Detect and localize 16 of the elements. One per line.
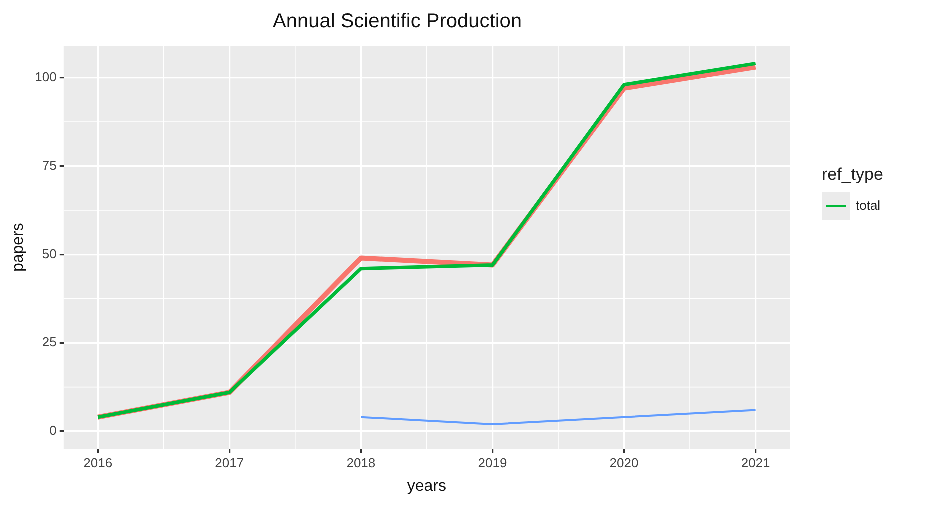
x-tick-label: 2021 — [741, 456, 770, 471]
y-tick-label: 50 — [42, 246, 57, 262]
x-tick-label: 2017 — [215, 456, 244, 471]
x-tick-label: 2020 — [610, 456, 639, 471]
x-axis-title: years — [407, 478, 447, 495]
y-tick-label: 0 — [50, 423, 57, 438]
y-tick-label: 25 — [42, 334, 57, 350]
legend-title: ref_type — [822, 165, 884, 185]
x-tick-label: 2018 — [346, 456, 376, 471]
y-tick-label: 100 — [35, 69, 57, 84]
y-axis-title: papers — [10, 223, 28, 272]
y-tick-label: 75 — [42, 158, 57, 173]
legend-label: total — [856, 198, 881, 213]
x-tick-label: 2019 — [478, 456, 508, 471]
x-tick-label: 2016 — [84, 456, 113, 471]
chart-title: Annual Scientific Production — [272, 10, 522, 33]
